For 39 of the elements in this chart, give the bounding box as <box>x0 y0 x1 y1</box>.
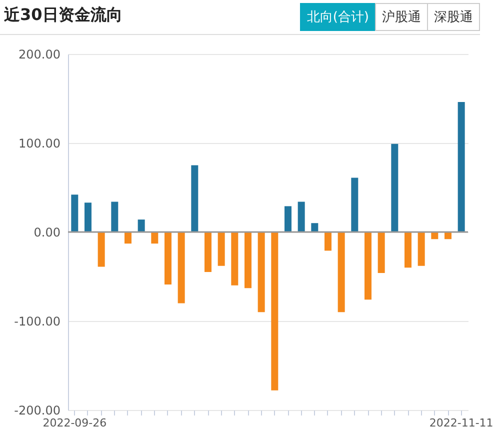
y-tick-label: 0.00 <box>34 226 60 240</box>
x-tick-label: 2022-09-26 <box>42 416 107 430</box>
tab-button: 深股通 <box>427 3 480 31</box>
bar <box>98 232 105 267</box>
y-tick-label: -200.00 <box>14 404 60 418</box>
bar <box>404 232 412 268</box>
bar <box>364 232 372 300</box>
bar <box>191 165 198 232</box>
x-tick-label: 2022-11-11 <box>429 416 494 430</box>
bar <box>378 232 385 273</box>
bar <box>418 232 425 266</box>
y-tick-label: 200.00 <box>18 48 60 62</box>
bar <box>244 232 252 288</box>
bar <box>218 232 225 266</box>
bar <box>231 232 238 286</box>
tab-button: 沪股通 <box>375 3 428 31</box>
bar <box>324 232 332 251</box>
bar <box>391 144 398 232</box>
y-tick-label: -100.00 <box>14 314 60 328</box>
y-tick-label: 100.00 <box>18 136 60 150</box>
bar <box>284 206 292 232</box>
chart-title: 近30日资金流向 <box>4 5 122 26</box>
bar <box>204 232 212 272</box>
bar <box>458 102 465 232</box>
bar <box>338 232 345 312</box>
bar <box>271 232 278 390</box>
bar <box>298 202 305 232</box>
bar <box>164 232 172 285</box>
bar <box>178 232 185 304</box>
bar <box>138 220 145 232</box>
bar <box>311 223 318 232</box>
bar <box>71 194 78 232</box>
bar <box>111 202 118 232</box>
bar <box>351 178 358 232</box>
tab-button: 北向(合计) <box>300 3 376 31</box>
bar <box>124 232 132 244</box>
bar <box>84 202 92 232</box>
bar <box>151 232 158 244</box>
bar <box>258 232 265 312</box>
